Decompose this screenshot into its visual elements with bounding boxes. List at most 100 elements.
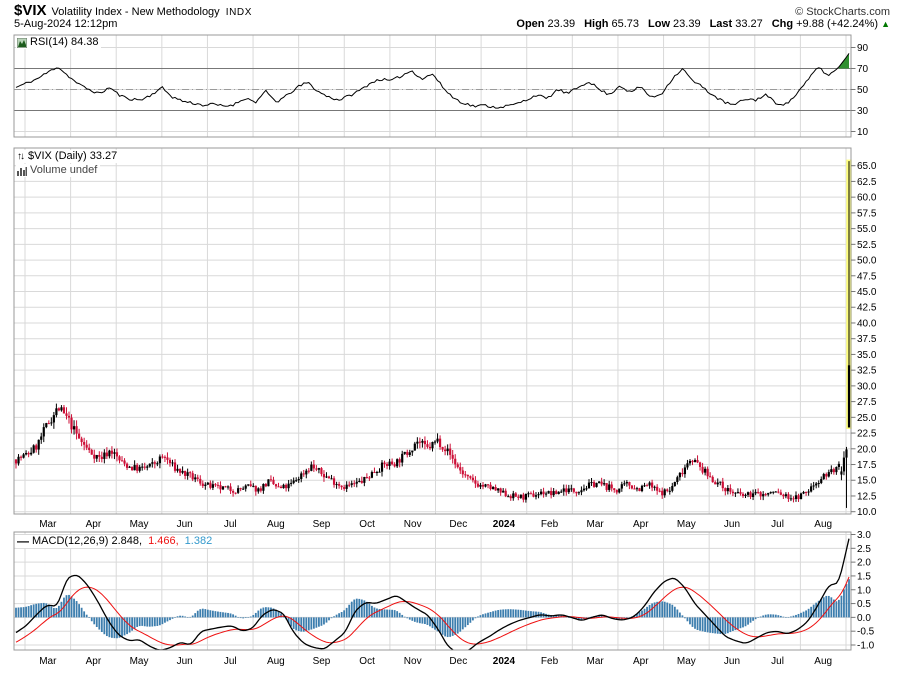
svg-text:Sep: Sep [313,656,331,667]
svg-text:Jul: Jul [224,656,237,667]
low-value: 23.39 [673,18,701,30]
svg-text:Jun: Jun [724,519,740,530]
rsi-line [15,53,850,109]
svg-text:Oct: Oct [359,656,375,667]
svg-text:Mar: Mar [39,656,57,667]
svg-text:2.0: 2.0 [857,558,871,569]
svg-text:Nov: Nov [404,656,422,667]
macd-lines [15,538,850,650]
svg-text:Nov: Nov [404,519,422,530]
low-label: Low [648,18,671,30]
svg-text:Apr: Apr [633,656,649,667]
svg-text:Oct: Oct [359,519,375,530]
datetime: 5-Aug-2024 12:12pm [14,18,118,30]
svg-text:Jul: Jul [771,519,784,530]
exchange-label: INDX [225,7,252,18]
macd-signal-line [15,576,850,646]
grid [14,35,851,650]
candles [14,159,852,508]
svg-text:1.5: 1.5 [857,571,871,582]
chg-label: Chg [771,18,794,30]
svg-text:May: May [677,519,696,530]
svg-text:30.0: 30.0 [857,381,877,392]
svg-text:1.0: 1.0 [857,585,871,596]
svg-text:52.5: 52.5 [857,240,877,251]
svg-text:40.0: 40.0 [857,318,877,329]
macd-label-text: MACD(12,26,9) 2.848, [32,535,143,547]
svg-text:Feb: Feb [541,656,559,667]
chg-value: +9.88 (+42.24%) [796,18,879,30]
macd-panel-label[interactable]: — MACD(12,26,9) 2.848, 1.466, 1.382 [16,534,216,548]
svg-text:Feb: Feb [541,519,559,530]
svg-text:90: 90 [857,43,869,54]
open-label: Open [516,18,545,30]
up-triangle-icon: ▲ [881,19,890,29]
svg-text:12.5: 12.5 [857,491,877,502]
macd-line-icon: — [17,534,29,548]
svg-text:Apr: Apr [633,519,649,530]
svg-text:65.0: 65.0 [857,161,877,172]
price-panel-label[interactable]: ↑↓ $VIX (Daily) 33.27 [16,150,121,163]
rsi-label-text: RSI(14) 84.38 [30,36,99,48]
macd-y-axis: 3.0 2.5 2.0 1.5 1.0 0.5 0.0 -0.5 -1.0 [851,530,875,652]
svg-text:15.0: 15.0 [857,476,877,487]
copyright[interactable]: © StockCharts.com [795,6,890,18]
rsi-panel-label[interactable]: RSI(14) 84.38 [16,36,102,49]
svg-text:2024: 2024 [493,519,516,530]
svg-text:42.5: 42.5 [857,303,877,314]
svg-text:2.5: 2.5 [857,544,871,555]
svg-text:37.5: 37.5 [857,334,877,345]
macd-line [15,538,850,650]
svg-text:May: May [130,519,149,530]
svg-text:35.0: 35.0 [857,350,877,361]
volume-bars-icon [17,166,27,176]
svg-text:Apr: Apr [86,519,102,530]
x-axis-labels-mid: Mar Apr May Jun Jul Aug Sep Oct Nov Dec 2024 Feb Mar… [39,519,832,530]
svg-text:Aug: Aug [814,656,832,667]
svg-text:2024: 2024 [493,656,516,667]
rsi-area-icon [17,37,27,48]
last-value: 33.27 [735,18,763,30]
svg-text:32.5: 32.5 [857,366,877,377]
svg-text:50.0: 50.0 [857,256,877,267]
price-label-text: $VIX (Daily) 33.27 [28,150,118,162]
panel-borders [13,34,852,651]
svg-text:0.5: 0.5 [857,599,871,610]
high-value: 65.73 [611,18,640,30]
x-axis-labels-bottom: Mar Apr May Jun Jul Aug Sep Oct Nov Dec 2024 Feb Mar… [39,656,832,667]
macd-hist-value: 1.382 [184,535,213,547]
price-y-axis: 65.0 62.5 60.0 57.5 55.0 52.5 50.0 47.5 45.0 42.5… [851,161,877,518]
high-label: High [584,18,609,30]
svg-text:Mar: Mar [39,519,57,530]
svg-text:Jun: Jun [177,656,193,667]
svg-text:Dec: Dec [449,519,467,530]
svg-text:-0.5: -0.5 [857,627,875,638]
svg-text:Aug: Aug [267,519,285,530]
svg-text:Jun: Jun [177,519,193,530]
svg-text:May: May [130,656,149,667]
svg-text:-1.0: -1.0 [857,641,875,652]
symbol[interactable]: $VIX [14,2,47,19]
svg-text:3.0: 3.0 [857,530,871,541]
svg-text:Aug: Aug [267,656,285,667]
last-label: Last [709,18,733,30]
svg-text:25.0: 25.0 [857,413,877,424]
rsi-y-axis: 90 70 50 30 10 [851,43,869,138]
svg-text:Dec: Dec [449,656,467,667]
svg-text:60.0: 60.0 [857,193,877,204]
svg-text:Sep: Sep [313,519,331,530]
svg-text:Mar: Mar [587,656,605,667]
quote-strip: Open 23.39 High 65.73 Low 23.39 Last 33.27 Chg +9… [507,18,890,30]
volume-label[interactable]: Volume undef [16,164,101,177]
svg-text:45.0: 45.0 [857,287,877,298]
svg-text:70: 70 [857,64,869,75]
svg-text:17.5: 17.5 [857,460,877,471]
svg-text:50: 50 [857,85,869,96]
volume-label-text: Volume undef [30,164,98,176]
svg-text:62.5: 62.5 [857,177,877,188]
open-value: 23.39 [547,18,576,30]
svg-text:30: 30 [857,106,869,117]
header-line-1: $VIX Volatility Index - New Methodology … [14,2,890,19]
svg-text:Jul: Jul [771,656,784,667]
